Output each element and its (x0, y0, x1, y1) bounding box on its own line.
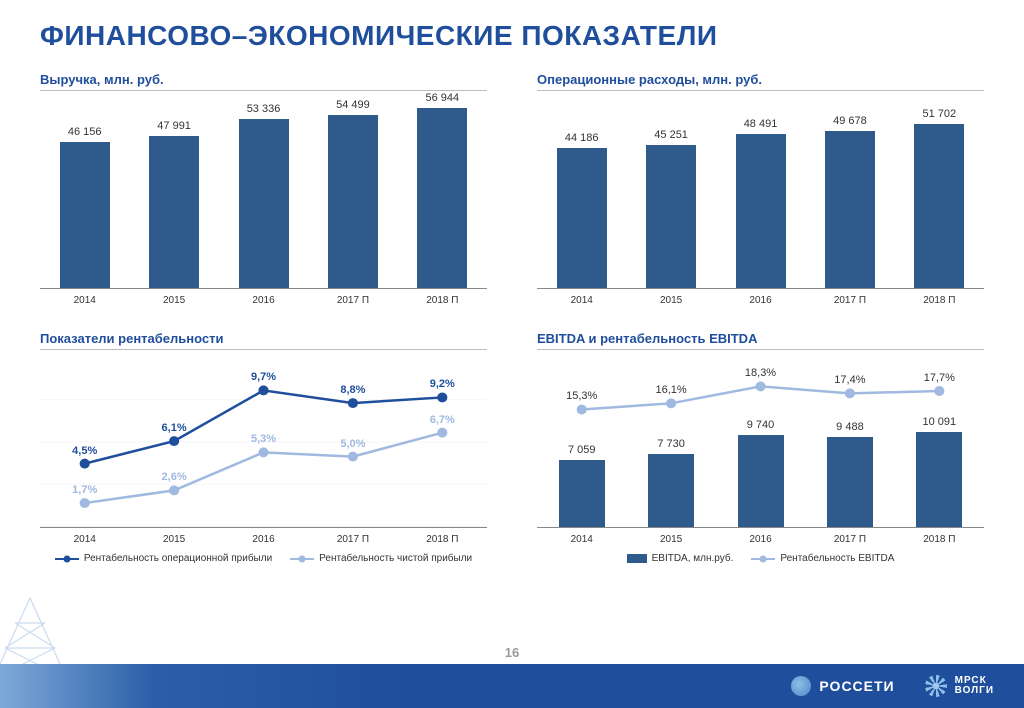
bar-column: 45 251 (626, 129, 715, 288)
x-axis-label: 2016 (219, 534, 308, 545)
brand-mrsk: МРСК ВОЛГИ (925, 675, 994, 697)
legend-item: EBITDA, млн.руб. (627, 553, 734, 564)
point-label: 5,3% (251, 433, 276, 445)
bar-value-label: 47 991 (157, 120, 191, 132)
bar-column: 47 991 (129, 120, 218, 288)
bar-value-label: 45 251 (654, 129, 688, 141)
x-axis-label: 2014 (40, 295, 129, 306)
x-axis-label: 2015 (626, 295, 715, 306)
bar-rect (417, 108, 467, 288)
point-label: 9,7% (251, 371, 276, 383)
legend-label: EBITDA, млн.руб. (652, 553, 734, 564)
page-number: 16 (0, 645, 1024, 660)
point-label: 16,1% (655, 384, 686, 396)
bar-column: 51 702 (895, 108, 984, 288)
opex-panel: Операционные расходы, млн. руб. 44 186 45… (537, 72, 984, 306)
bar-column: 53 336 (219, 103, 308, 288)
revenue-panel: Выручка, млн. руб. 46 156 47 991 53 336 54 … (40, 72, 487, 306)
bar-column: 49 678 (805, 115, 894, 288)
point-label: 18,3% (745, 367, 776, 379)
x-axis-label: 2018 П (895, 534, 984, 545)
bar-value-label: 46 156 (68, 126, 102, 138)
opex-chart: 44 186 45 251 48 491 49 678 51 702 (537, 99, 984, 289)
bar-column: 44 186 (537, 132, 626, 288)
legend-label: Рентабельность чистой прибыли (319, 553, 472, 564)
revenue-chart: 46 15647 99153 33654 49956 944 (40, 99, 487, 289)
bar-rect (328, 115, 378, 288)
x-axis-label: 2017 П (308, 534, 397, 545)
point-label: 17,4% (834, 374, 865, 386)
legend-item: Рентабельность чистой прибыли (290, 553, 472, 564)
point-label: 1,7% (72, 484, 97, 496)
profitability-panel: Показатели рентабельности 4,5% 6,1% 9,7% 8,… (40, 331, 487, 565)
bar-column: 48 491 (716, 118, 805, 288)
bar-rect (646, 145, 696, 288)
bar-value-label: 54 499 (336, 99, 370, 111)
x-axis-label: 2016 (716, 534, 805, 545)
bar-value-label: 53 336 (247, 103, 281, 115)
bar-rect (736, 134, 786, 288)
mrsk-logo-icon (925, 675, 947, 697)
x-axis-label: 2018 П (398, 295, 487, 306)
x-axis-label: 2017 П (308, 295, 397, 306)
point-label: 9,2% (430, 378, 455, 390)
bar-rect (825, 131, 875, 288)
x-axis-label: 2014 (40, 534, 129, 545)
bar-rect (914, 124, 964, 288)
x-axis-label: 2018 П (895, 295, 984, 306)
point-label: 5,0% (340, 437, 365, 449)
point-label: 15,3% (566, 390, 597, 402)
x-axis-label: 2015 (129, 295, 218, 306)
x-axis-label: 2017 П (805, 295, 894, 306)
x-axis-label: 2017 П (805, 534, 894, 545)
point-label: 2,6% (162, 471, 187, 483)
bar-value-label: 56 944 (426, 92, 460, 104)
point-label: 6,1% (162, 422, 187, 434)
profitability-chart: 4,5% 6,1% 9,7% 8,8% 9,2% 1,7% 2,6% 5,3% 5,0% 6,7% (40, 358, 487, 528)
opex-title: Операционные расходы, млн. руб. (537, 72, 984, 91)
bar-value-label: 44 186 (565, 132, 599, 144)
x-axis-label: 2014 (537, 295, 626, 306)
point-label: 17,7% (924, 372, 955, 384)
brand-label: РОССЕТИ (819, 678, 894, 694)
bar-rect (239, 119, 289, 288)
point-label: 4,5% (72, 444, 97, 456)
footer-bar: РОССЕТИ МРСК ВОЛГИ (0, 664, 1024, 708)
bar-value-label: 48 491 (744, 118, 778, 130)
brand-label: МРСК ВОЛГИ (955, 676, 994, 696)
profitability-legend: Рентабельность операционной прибыли Рент… (40, 553, 487, 564)
legend-label: Рентабельность операционной прибыли (84, 553, 272, 564)
bar-column: 46 156 (40, 126, 129, 288)
bar-rect (149, 136, 199, 288)
legend-label: Рентабельность EBITDA (780, 553, 894, 564)
revenue-title: Выручка, млн. руб. (40, 72, 487, 91)
rosseti-logo-icon (791, 676, 811, 696)
bar-column: 56 944 (398, 92, 487, 288)
x-axis-label: 2018 П (398, 534, 487, 545)
ebitda-title: EBITDA и рентабельность EBITDA (537, 331, 984, 350)
x-axis-label: 2016 (219, 295, 308, 306)
ebitda-panel: EBITDA и рентабельность EBITDA 7 0597 73… (537, 331, 984, 565)
bar-value-label: 51 702 (923, 108, 957, 120)
brand-rosseti: РОССЕТИ (791, 676, 894, 696)
bar-rect (557, 148, 607, 288)
legend-item: Рентабельность операционной прибыли (55, 553, 272, 564)
x-axis-label: 2015 (129, 534, 218, 545)
point-label: 8,8% (340, 384, 365, 396)
bar-value-label: 49 678 (833, 115, 867, 127)
chart-grid: Выручка, млн. руб. 46 156 47 991 53 336 54 … (0, 62, 1024, 565)
profitability-title: Показатели рентабельности (40, 331, 487, 350)
bar-rect (60, 142, 110, 288)
page-title: ФИНАНСОВО–ЭКОНОМИЧЕСКИЕ ПОКАЗАТЕЛИ (0, 0, 1024, 62)
legend-item: Рентабельность EBITDA (751, 553, 894, 564)
point-label: 6,7% (430, 413, 455, 425)
x-axis-label: 2015 (626, 534, 715, 545)
x-axis-label: 2016 (716, 295, 805, 306)
ebitda-legend: EBITDA, млн.руб. Рентабельность EBITDA (537, 553, 984, 564)
ebitda-chart: 7 0597 7309 7409 48810 091 15,3%16,1%18,… (537, 358, 984, 528)
bar-column: 54 499 (308, 99, 397, 288)
x-axis-label: 2014 (537, 534, 626, 545)
